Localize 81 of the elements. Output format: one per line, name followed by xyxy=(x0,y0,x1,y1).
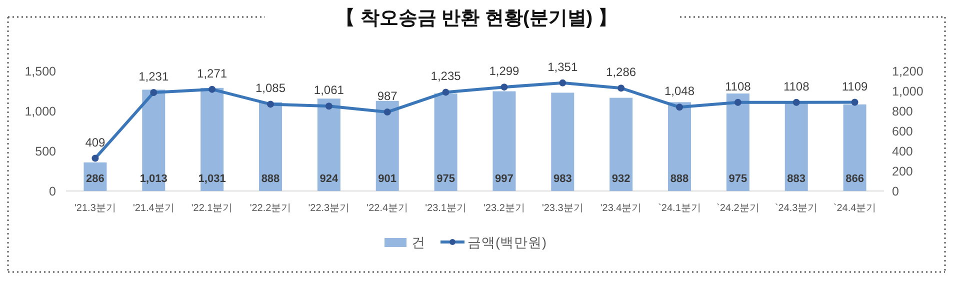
bar xyxy=(376,100,399,191)
x-tick-label: '23.3분기 xyxy=(542,203,584,214)
x-tick-label: '23.2분기 xyxy=(484,203,525,214)
x-tick-label: '22.1분기 xyxy=(191,203,233,214)
point xyxy=(851,98,858,106)
data-label: 975 xyxy=(436,173,455,185)
y-tick-label: 1,500 xyxy=(24,64,56,78)
point xyxy=(325,102,332,110)
data-label: 1,286 xyxy=(606,65,636,80)
data-label: 883 xyxy=(787,173,806,185)
point xyxy=(442,88,450,96)
y2-tick-label: 1,000 xyxy=(892,84,924,98)
y-tick-label: 0 xyxy=(49,184,56,198)
legend-label: 건 xyxy=(412,235,426,250)
bar xyxy=(317,98,340,191)
data-label: 1108 xyxy=(783,79,810,94)
data-label: 1,061 xyxy=(314,83,344,98)
data-label: 409 xyxy=(85,135,106,150)
bar xyxy=(200,88,224,191)
point xyxy=(559,79,566,86)
data-label: 983 xyxy=(553,173,572,185)
x-tick-label: '22.4분기 xyxy=(366,203,408,214)
y-tick-label: 1,000 xyxy=(24,104,56,118)
x-tick-label: '23.1분기 xyxy=(425,203,466,214)
data-label: 1,048 xyxy=(664,84,695,98)
data-label: 987 xyxy=(377,89,398,104)
point xyxy=(92,154,99,162)
y2-tick-label: 200 xyxy=(892,164,913,178)
bar xyxy=(668,102,691,191)
data-label: 888 xyxy=(670,173,689,185)
point xyxy=(792,98,800,106)
data-label: 286 xyxy=(86,173,104,185)
point xyxy=(618,84,625,92)
data-label: 1,271 xyxy=(197,66,228,80)
data-label: 1,235 xyxy=(430,69,462,84)
bar xyxy=(259,102,282,191)
bar xyxy=(726,94,750,191)
chart-title: 【 착오송금 반환 현황(분기별) 】 xyxy=(336,7,617,29)
bar xyxy=(492,91,516,191)
data-label: 866 xyxy=(846,173,864,185)
data-label: 1,231 xyxy=(138,70,169,84)
point xyxy=(208,86,216,93)
bar xyxy=(434,94,458,191)
x-tick-label: `24.4분기 xyxy=(833,203,876,214)
data-label: 975 xyxy=(728,173,748,185)
data-label: 924 xyxy=(320,173,339,185)
legend-label: 금액(백만원) xyxy=(468,235,546,250)
y2-tick-label: 1,200 xyxy=(892,64,924,78)
data-label: 997 xyxy=(495,173,514,185)
x-tick-label: '22.3분기 xyxy=(308,203,350,214)
data-label: 1109 xyxy=(842,79,868,94)
bar xyxy=(610,98,633,191)
y-tick-label: 500 xyxy=(35,144,56,158)
data-label: 1108 xyxy=(725,79,752,94)
x-tick-label: `24.3분기 xyxy=(774,203,818,214)
data-label: 932 xyxy=(612,173,630,185)
x-tick-label: '23.4분기 xyxy=(600,203,642,214)
x-tick-label: '21.4분기 xyxy=(132,203,174,214)
y2-tick-label: 800 xyxy=(892,104,913,118)
data-label: 1,299 xyxy=(489,64,520,78)
x-tick-label: '21.3분기 xyxy=(74,203,116,214)
data-label: 1,085 xyxy=(255,81,286,96)
x-tick-label: `24.2분기 xyxy=(716,203,760,214)
y2-tick-label: 600 xyxy=(892,124,913,138)
point xyxy=(676,104,683,111)
bar xyxy=(142,90,166,191)
bar xyxy=(843,104,866,191)
point xyxy=(734,98,742,106)
point xyxy=(267,100,274,108)
data-label: 888 xyxy=(261,173,280,185)
point xyxy=(384,108,391,116)
x-tick-label: '22.2분기 xyxy=(250,203,292,214)
data-label: 1,351 xyxy=(548,60,578,74)
y2-tick-label: 400 xyxy=(892,144,913,158)
point xyxy=(150,89,158,96)
y2-tick-label: 0 xyxy=(892,184,899,198)
bar xyxy=(784,102,808,191)
x-tick-label: `24.1분기 xyxy=(658,203,701,214)
bar xyxy=(551,92,574,191)
data-label: 901 xyxy=(378,173,397,185)
point xyxy=(500,84,508,91)
